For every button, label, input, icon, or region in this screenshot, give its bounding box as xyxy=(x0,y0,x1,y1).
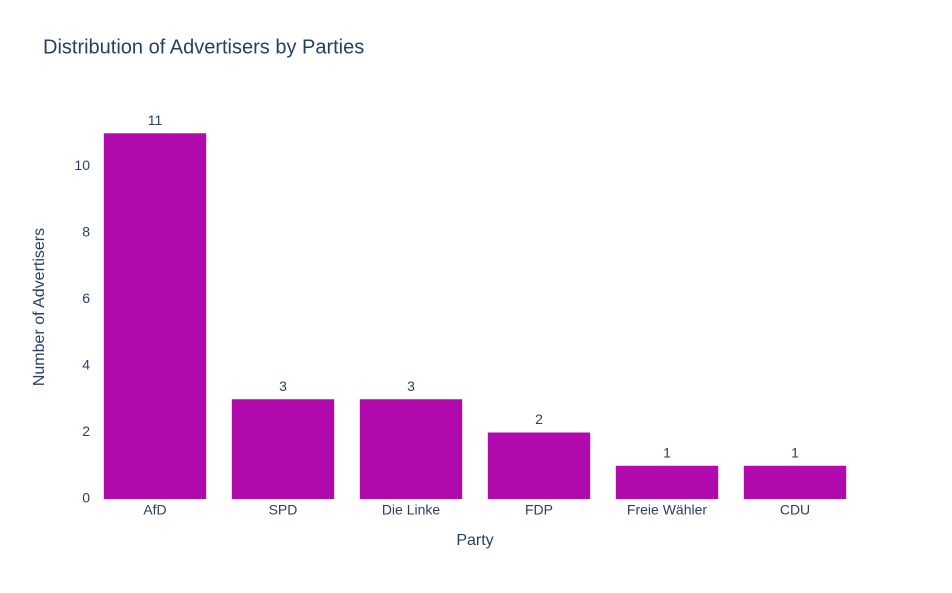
x-tick-label: FDP xyxy=(525,502,553,518)
y-tick-label: 8 xyxy=(82,224,90,240)
y-tick-label: 4 xyxy=(82,357,90,373)
y-tick-label: 10 xyxy=(74,157,90,173)
x-tick-label: CDU xyxy=(780,502,810,518)
y-tick-label: 2 xyxy=(82,423,90,439)
data-label: 11 xyxy=(148,112,163,128)
x-tick-label: SPD xyxy=(269,502,298,518)
data-label: 3 xyxy=(407,378,415,394)
y-tick-label: 0 xyxy=(82,490,90,506)
y-axis-title: Number of Advertisers xyxy=(31,228,48,386)
data-label: 1 xyxy=(791,444,799,460)
x-tick-label: Die Linke xyxy=(382,502,441,518)
data-label: 1 xyxy=(663,444,671,460)
x-axis-title: Party xyxy=(456,532,493,549)
bar xyxy=(743,465,847,499)
bar xyxy=(103,133,207,499)
bar xyxy=(615,465,719,499)
y-tick-label: 6 xyxy=(82,290,90,306)
data-label: 2 xyxy=(535,411,543,427)
bar xyxy=(231,399,335,499)
x-tick-label: Freie Wähler xyxy=(627,502,707,518)
x-tick-label: AfD xyxy=(143,502,166,518)
chart-title: Distribution of Advertisers by Parties xyxy=(43,36,364,58)
bar xyxy=(487,432,591,499)
data-label: 3 xyxy=(279,378,287,394)
bar xyxy=(359,399,463,499)
